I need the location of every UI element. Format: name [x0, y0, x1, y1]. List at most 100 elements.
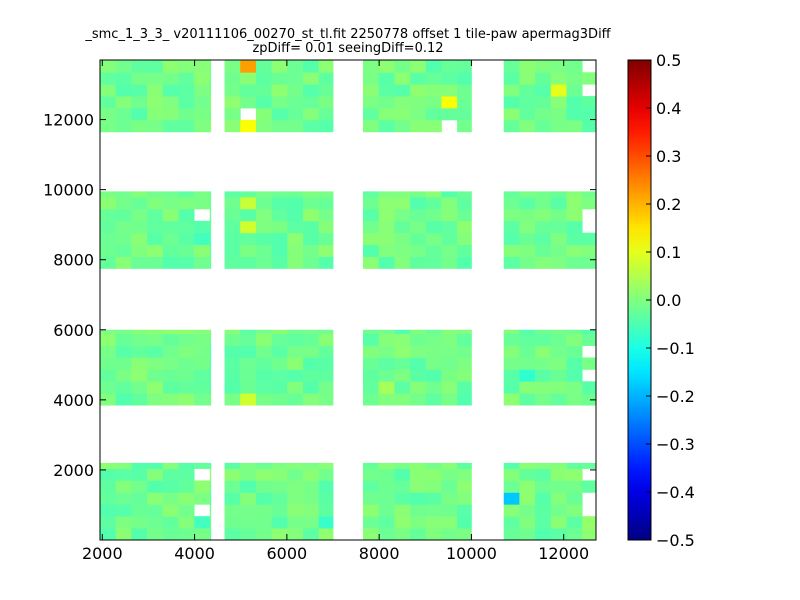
heatmap-cell [115, 492, 132, 505]
y-tick-label: 8000 [53, 251, 94, 270]
heatmap-cell [519, 191, 536, 198]
heatmap-cell [240, 528, 257, 541]
heatmap-cell [441, 244, 458, 257]
heatmap-cell [410, 516, 427, 529]
heatmap-cell [100, 108, 117, 121]
heatmap-cell [271, 333, 288, 346]
heatmap-cell [224, 84, 241, 97]
heatmap-cell [147, 191, 164, 198]
heatmap-cell [519, 369, 536, 382]
heatmap-cell [425, 504, 442, 517]
heatmap-cell [147, 96, 164, 109]
heatmap-cell [318, 333, 334, 346]
heatmap-cell [194, 381, 211, 394]
heatmap-cell [271, 393, 288, 406]
heatmap-cell [287, 108, 304, 121]
heatmap-cell [410, 492, 427, 505]
heatmap-cell [425, 196, 442, 210]
heatmap-cell [100, 329, 117, 335]
heatmap-cell [271, 232, 288, 246]
heatmap-cell [425, 393, 442, 406]
heatmap-cell [240, 196, 257, 210]
heatmap-cell [378, 333, 395, 346]
heatmap-cell [209, 516, 212, 529]
x-axis: 2000 4000 6000 8000 10000 12000 [82, 60, 589, 563]
heatmap-cell [240, 244, 257, 257]
heatmap-cell [209, 119, 212, 133]
heatmap-cell [550, 208, 567, 222]
heatmap-cell [566, 96, 583, 109]
heatmap-cell [503, 108, 520, 121]
heatmap-cell [503, 528, 520, 541]
heatmap-cell [378, 516, 395, 529]
heatmap-cell [394, 504, 411, 517]
heatmap-cell [178, 119, 195, 133]
heatmap-cell [378, 60, 395, 73]
heatmap-cell [425, 528, 442, 541]
heatmap-cell [240, 60, 257, 73]
heatmap-cell [535, 357, 552, 370]
heatmap-cell [566, 84, 583, 97]
heatmap-cell [519, 333, 536, 346]
heatmap-cell [194, 72, 211, 85]
heatmap-cell [425, 333, 442, 346]
heatmap-cell [425, 329, 442, 335]
heatmap-cell [224, 108, 241, 121]
heatmap-cell [363, 333, 380, 346]
heatmap-cell [425, 191, 442, 198]
heatmap-cell [271, 220, 288, 234]
heatmap-cell [100, 256, 117, 269]
heatmap-cell [566, 108, 583, 121]
colorbar-tick-label: −0.3 [656, 435, 695, 454]
heatmap-cell [425, 256, 442, 269]
heatmap-cell [303, 357, 320, 370]
heatmap-cell [410, 60, 427, 73]
heatmap-cell [271, 72, 288, 85]
heatmap-cell [394, 244, 411, 257]
heatmap-cell [550, 393, 567, 406]
heatmap-cell [410, 468, 427, 481]
heatmap-cell [178, 108, 195, 121]
heatmap-cell [363, 196, 380, 210]
heatmap-cell [457, 504, 472, 517]
heatmap-cell [457, 119, 472, 133]
heatmap-cell [162, 196, 179, 210]
heatmap-cell [441, 232, 458, 246]
heatmap-cell [535, 345, 552, 358]
heatmap-cell [318, 357, 334, 370]
heatmap-cell [178, 244, 195, 257]
heatmap-cell [224, 528, 241, 541]
heatmap-cell [519, 516, 536, 529]
heatmap-cell [566, 468, 583, 481]
heatmap-cell [240, 96, 257, 109]
heatmap-cell [240, 220, 257, 234]
heatmap-cell [378, 468, 395, 481]
heatmap-cell [240, 119, 257, 133]
heatmap-cell [457, 244, 472, 257]
heatmap-cell [303, 333, 320, 346]
heatmap-cell [394, 256, 411, 269]
heatmap-cell [378, 462, 395, 469]
heatmap-cell [503, 345, 520, 358]
heatmap-cell [131, 208, 148, 222]
heatmap-cell [535, 196, 552, 210]
heatmap-cell [100, 333, 117, 346]
heatmap-cell [519, 60, 536, 73]
colorbar-tick-label: 0.2 [656, 195, 681, 214]
heatmap-cell [457, 220, 472, 234]
heatmap-cell [535, 244, 552, 257]
heatmap-cell [224, 232, 241, 246]
heatmap-cell [240, 72, 257, 85]
heatmap-cell [519, 393, 536, 406]
heatmap-cell [209, 462, 212, 469]
heatmap-cell [441, 208, 458, 222]
heatmap-cell [550, 232, 567, 246]
heatmap-cell [566, 119, 583, 133]
heatmap-cell [224, 220, 241, 234]
heatmap-cell [394, 462, 411, 469]
heatmap-cell [131, 256, 148, 269]
heatmap-cell [303, 504, 320, 517]
heatmap-cell [100, 504, 117, 517]
heatmap-cell [566, 345, 583, 358]
heatmap-cell [194, 393, 211, 406]
